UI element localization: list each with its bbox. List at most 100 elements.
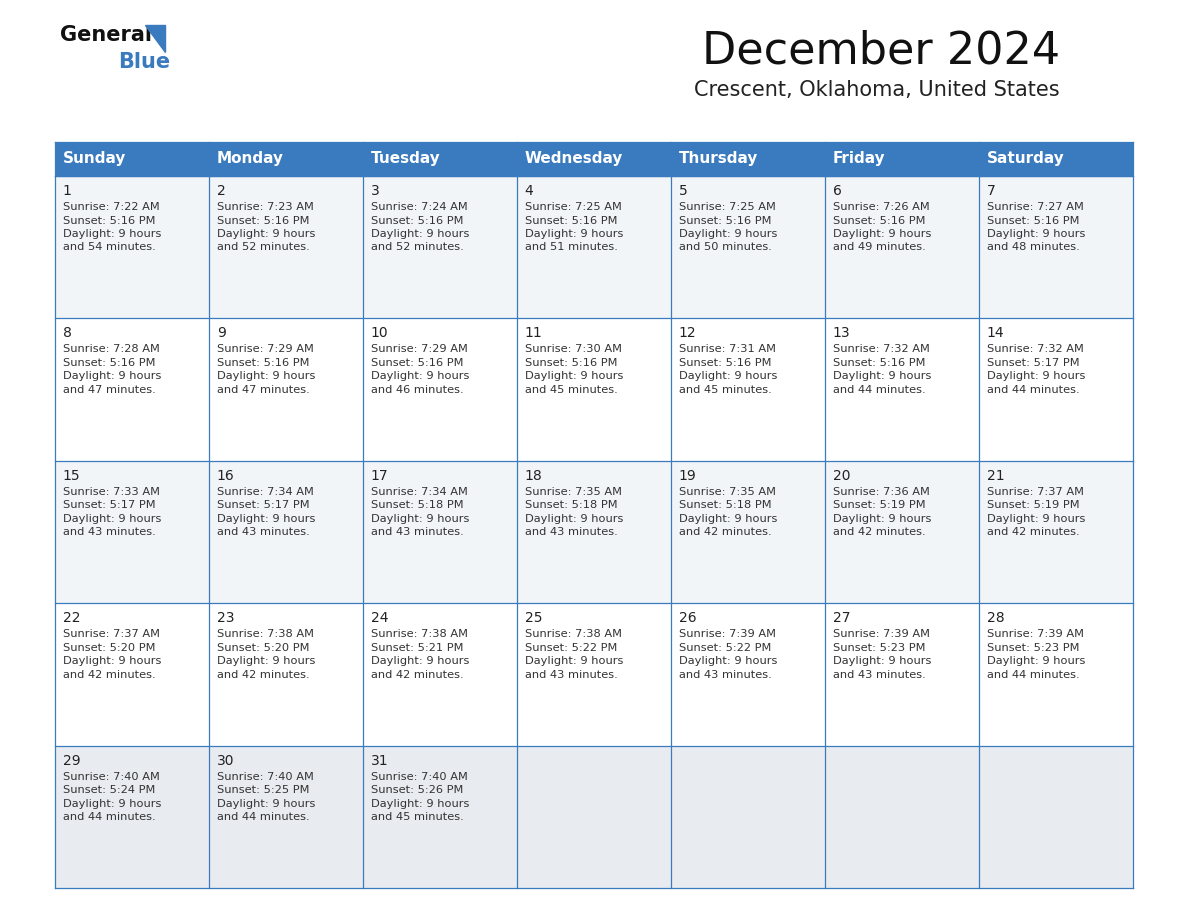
Text: and 43 minutes.: and 43 minutes. — [678, 670, 771, 679]
Bar — [979, 319, 1133, 461]
Text: Daylight: 9 hours: Daylight: 9 hours — [63, 656, 162, 666]
Text: 28: 28 — [987, 611, 1004, 625]
Text: Sunset: 5:25 PM: Sunset: 5:25 PM — [216, 785, 309, 795]
Text: Sunset: 5:17 PM: Sunset: 5:17 PM — [63, 500, 156, 510]
Text: Sunrise: 7:40 AM: Sunrise: 7:40 AM — [216, 772, 314, 781]
Text: Sunset: 5:16 PM: Sunset: 5:16 PM — [833, 358, 925, 368]
Bar — [55, 142, 209, 176]
Bar — [671, 461, 824, 603]
Text: and 42 minutes.: and 42 minutes. — [678, 527, 771, 537]
Bar — [209, 176, 364, 319]
Text: Daylight: 9 hours: Daylight: 9 hours — [678, 372, 777, 381]
Text: Sunset: 5:16 PM: Sunset: 5:16 PM — [678, 358, 771, 368]
Text: 24: 24 — [371, 611, 388, 625]
Text: 26: 26 — [678, 611, 696, 625]
Text: 19: 19 — [678, 469, 696, 483]
Text: and 44 minutes.: and 44 minutes. — [63, 812, 156, 823]
Text: Sunset: 5:20 PM: Sunset: 5:20 PM — [216, 643, 309, 653]
Text: and 45 minutes.: and 45 minutes. — [525, 385, 618, 395]
Text: and 43 minutes.: and 43 minutes. — [833, 670, 925, 679]
Bar — [517, 603, 671, 745]
Text: Daylight: 9 hours: Daylight: 9 hours — [833, 229, 931, 239]
Bar — [55, 176, 209, 319]
Text: Sunrise: 7:40 AM: Sunrise: 7:40 AM — [63, 772, 159, 781]
Bar — [979, 603, 1133, 745]
Text: and 46 minutes.: and 46 minutes. — [371, 385, 463, 395]
Bar — [55, 603, 209, 745]
Text: Daylight: 9 hours: Daylight: 9 hours — [216, 656, 315, 666]
Text: Sunrise: 7:32 AM: Sunrise: 7:32 AM — [987, 344, 1083, 354]
Text: Sunset: 5:17 PM: Sunset: 5:17 PM — [216, 500, 309, 510]
Text: Sunrise: 7:36 AM: Sunrise: 7:36 AM — [833, 487, 929, 497]
Text: 14: 14 — [987, 327, 1004, 341]
Text: Sunrise: 7:31 AM: Sunrise: 7:31 AM — [678, 344, 776, 354]
Text: and 44 minutes.: and 44 minutes. — [216, 812, 309, 823]
Text: Sunrise: 7:27 AM: Sunrise: 7:27 AM — [987, 202, 1083, 212]
Bar — [55, 461, 209, 603]
Bar — [517, 745, 671, 888]
Text: Sunday: Sunday — [63, 151, 126, 166]
Text: Sunset: 5:16 PM: Sunset: 5:16 PM — [833, 216, 925, 226]
Text: Sunrise: 7:34 AM: Sunrise: 7:34 AM — [216, 487, 314, 497]
Text: Sunrise: 7:35 AM: Sunrise: 7:35 AM — [525, 487, 621, 497]
Text: 1: 1 — [63, 184, 71, 198]
Bar — [209, 745, 364, 888]
Bar — [979, 142, 1133, 176]
Text: Sunset: 5:18 PM: Sunset: 5:18 PM — [678, 500, 771, 510]
Text: and 43 minutes.: and 43 minutes. — [216, 527, 309, 537]
Bar — [671, 176, 824, 319]
Text: Sunset: 5:16 PM: Sunset: 5:16 PM — [987, 216, 1079, 226]
Text: 17: 17 — [371, 469, 388, 483]
Text: 9: 9 — [216, 327, 226, 341]
Text: Daylight: 9 hours: Daylight: 9 hours — [833, 656, 931, 666]
Bar — [364, 319, 517, 461]
Text: Sunrise: 7:28 AM: Sunrise: 7:28 AM — [63, 344, 159, 354]
Text: Thursday: Thursday — [678, 151, 758, 166]
Text: Sunrise: 7:40 AM: Sunrise: 7:40 AM — [371, 772, 468, 781]
Text: and 45 minutes.: and 45 minutes. — [678, 385, 771, 395]
Text: and 43 minutes.: and 43 minutes. — [371, 527, 463, 537]
Text: 10: 10 — [371, 327, 388, 341]
Text: Sunset: 5:23 PM: Sunset: 5:23 PM — [833, 643, 925, 653]
Text: 8: 8 — [63, 327, 71, 341]
Text: and 47 minutes.: and 47 minutes. — [216, 385, 309, 395]
Text: and 52 minutes.: and 52 minutes. — [216, 242, 309, 252]
Text: Monday: Monday — [216, 151, 284, 166]
Text: Sunset: 5:16 PM: Sunset: 5:16 PM — [525, 358, 618, 368]
Text: Daylight: 9 hours: Daylight: 9 hours — [216, 229, 315, 239]
Text: and 43 minutes.: and 43 minutes. — [525, 670, 618, 679]
Bar — [824, 745, 979, 888]
Text: 13: 13 — [833, 327, 851, 341]
Text: Sunset: 5:16 PM: Sunset: 5:16 PM — [63, 216, 156, 226]
Text: 6: 6 — [833, 184, 841, 198]
Text: Daylight: 9 hours: Daylight: 9 hours — [371, 799, 469, 809]
Text: Sunset: 5:22 PM: Sunset: 5:22 PM — [525, 643, 617, 653]
Bar — [364, 142, 517, 176]
Text: Sunrise: 7:24 AM: Sunrise: 7:24 AM — [371, 202, 467, 212]
Text: Daylight: 9 hours: Daylight: 9 hours — [525, 514, 623, 524]
Text: and 42 minutes.: and 42 minutes. — [63, 670, 156, 679]
Text: and 47 minutes.: and 47 minutes. — [63, 385, 156, 395]
Text: Daylight: 9 hours: Daylight: 9 hours — [833, 372, 931, 381]
Text: Wednesday: Wednesday — [525, 151, 623, 166]
Text: Sunrise: 7:37 AM: Sunrise: 7:37 AM — [63, 629, 159, 639]
Text: 11: 11 — [525, 327, 543, 341]
Text: Daylight: 9 hours: Daylight: 9 hours — [63, 229, 162, 239]
Text: Daylight: 9 hours: Daylight: 9 hours — [987, 229, 1085, 239]
Text: Daylight: 9 hours: Daylight: 9 hours — [371, 372, 469, 381]
Text: and 43 minutes.: and 43 minutes. — [63, 527, 156, 537]
Text: Saturday: Saturday — [987, 151, 1064, 166]
Bar — [824, 176, 979, 319]
Text: Sunrise: 7:29 AM: Sunrise: 7:29 AM — [216, 344, 314, 354]
Text: and 42 minutes.: and 42 minutes. — [833, 527, 925, 537]
Text: Sunrise: 7:22 AM: Sunrise: 7:22 AM — [63, 202, 159, 212]
Text: General: General — [61, 25, 152, 45]
Text: Daylight: 9 hours: Daylight: 9 hours — [216, 514, 315, 524]
Text: Sunset: 5:18 PM: Sunset: 5:18 PM — [525, 500, 618, 510]
Text: Sunrise: 7:38 AM: Sunrise: 7:38 AM — [525, 629, 621, 639]
Bar — [517, 319, 671, 461]
Text: Sunrise: 7:39 AM: Sunrise: 7:39 AM — [833, 629, 930, 639]
Text: and 42 minutes.: and 42 minutes. — [371, 670, 463, 679]
Text: and 48 minutes.: and 48 minutes. — [987, 242, 1080, 252]
Text: Blue: Blue — [118, 52, 170, 72]
